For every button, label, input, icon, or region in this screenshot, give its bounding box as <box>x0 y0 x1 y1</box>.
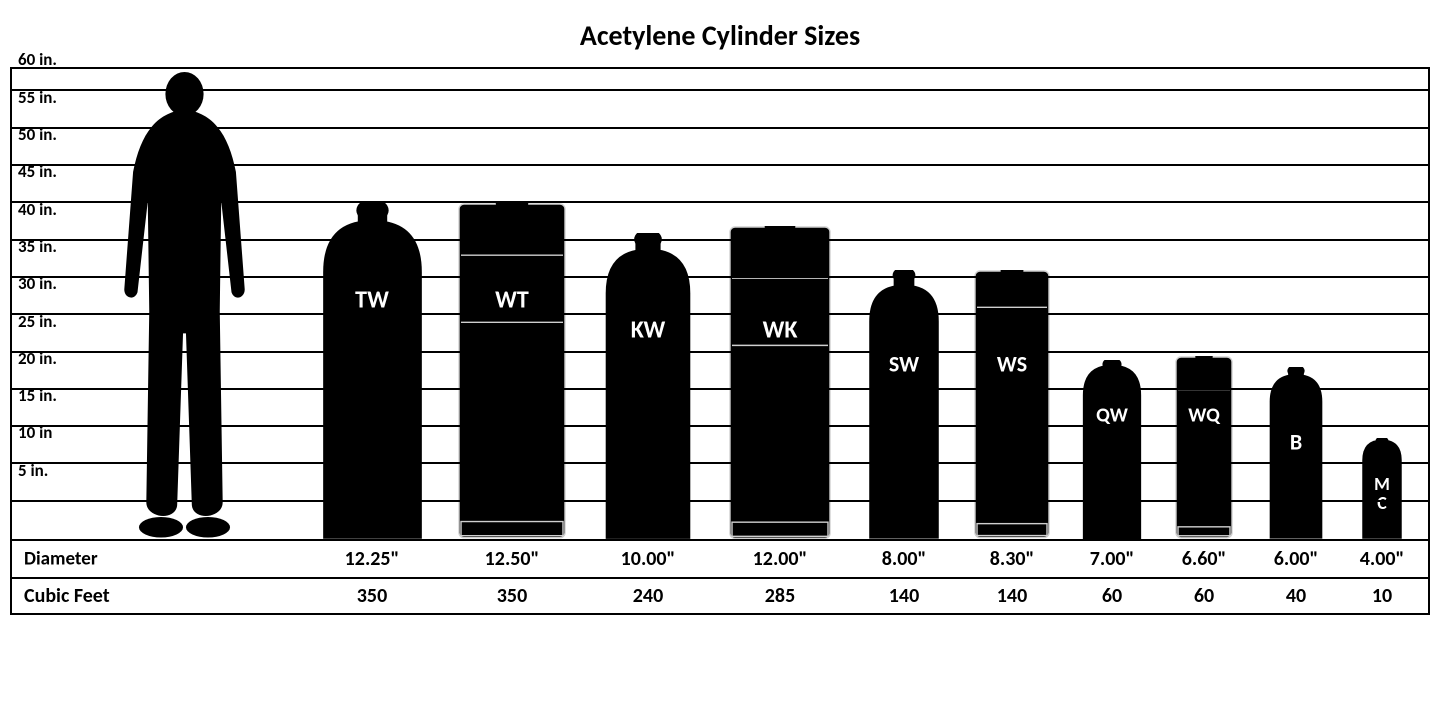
items-layer: TW WT KW WK SW WS QW <box>12 69 1428 539</box>
cylinder-wk: WK <box>729 226 831 539</box>
cylinder-tw: TW <box>320 203 425 539</box>
cell-cubic_feet: 240 <box>633 584 663 608</box>
cell-cubic_feet: 40 <box>1286 584 1306 608</box>
cell-diameter: 7.00" <box>1090 547 1135 571</box>
cell-cubic_feet: 140 <box>997 584 1027 608</box>
chart-container: TW WT KW WK SW WS QW <box>10 67 1430 615</box>
cell-cubic_feet: 285 <box>765 584 795 608</box>
cylinder-code: WS <box>997 352 1027 375</box>
cylinder-code: B <box>1290 430 1302 453</box>
cell-diameter: 6.00" <box>1274 547 1319 571</box>
cylinder-kw: KW <box>603 233 693 539</box>
cell-cubic_feet: 60 <box>1194 584 1214 608</box>
cell-cubic_feet: 140 <box>889 584 919 608</box>
row-label: Diameter <box>24 548 98 571</box>
cylinder-code: TW <box>355 288 389 313</box>
cylinder-wt: WT <box>458 203 566 539</box>
table-row-diameter: Diameter 12.25" 12.50" 10.00" 12.00" 8.00" 8.3… <box>12 541 1428 577</box>
cell-diameter: 8.30" <box>990 547 1035 571</box>
chart-plot-area: TW WT KW WK SW WS QW <box>12 69 1428 539</box>
gridline <box>12 462 1428 464</box>
gridline <box>12 89 1428 91</box>
cylinder-code: KW <box>631 318 666 343</box>
gridline <box>12 351 1428 353</box>
cell-diameter: 4.00" <box>1360 547 1405 571</box>
gridline <box>12 201 1428 203</box>
cylinder-code: WQ <box>1188 405 1220 426</box>
chart-title: Acetylene Cylinder Sizes <box>0 18 1440 53</box>
cylinder-qw: QW <box>1081 360 1143 539</box>
gridline <box>12 313 1428 315</box>
gridline <box>12 239 1428 241</box>
cell-cubic_feet: 350 <box>357 584 387 608</box>
cylinder-code: SW <box>889 352 919 375</box>
cell-cubic_feet: 60 <box>1102 584 1122 608</box>
row-label: Cubic Feet <box>24 584 110 608</box>
cell-cubic_feet: 10 <box>1372 584 1392 608</box>
cylinder-ws: WS <box>974 270 1050 539</box>
gridline <box>12 388 1428 390</box>
cell-cubic_feet: 350 <box>497 584 527 608</box>
gridline <box>12 164 1428 166</box>
cylinder-code: QW <box>1096 405 1128 426</box>
cell-diameter: 12.00" <box>753 547 808 571</box>
cell-diameter: 12.50" <box>485 547 540 571</box>
cylinder-wq: WQ <box>1175 356 1233 539</box>
cylinder-mc: MC <box>1361 438 1403 539</box>
table-row-cubic_feet: Cubic Feet 350 350 240 285 140 140 60 60 40 10 <box>12 577 1428 613</box>
cylinder-code: WT <box>495 288 529 313</box>
gridline <box>12 127 1428 129</box>
cylinder-sw: SW <box>867 270 941 539</box>
human-reference <box>87 69 282 539</box>
cell-diameter: 6.60" <box>1182 547 1227 571</box>
cylinder-code: WK <box>763 318 798 343</box>
gridline <box>12 276 1428 278</box>
cell-diameter: 8.00" <box>882 547 927 571</box>
cell-diameter: 10.00" <box>621 547 676 571</box>
y-axis-label: 60 in. <box>18 49 57 70</box>
data-table: Diameter 12.25" 12.50" 10.00" 12.00" 8.00" 8.3… <box>12 539 1428 613</box>
cylinder-b: B <box>1268 367 1324 539</box>
cylinder-code: MC <box>1374 475 1390 513</box>
gridline <box>12 425 1428 427</box>
cell-diameter: 12.25" <box>345 547 400 571</box>
gridline <box>12 500 1428 502</box>
